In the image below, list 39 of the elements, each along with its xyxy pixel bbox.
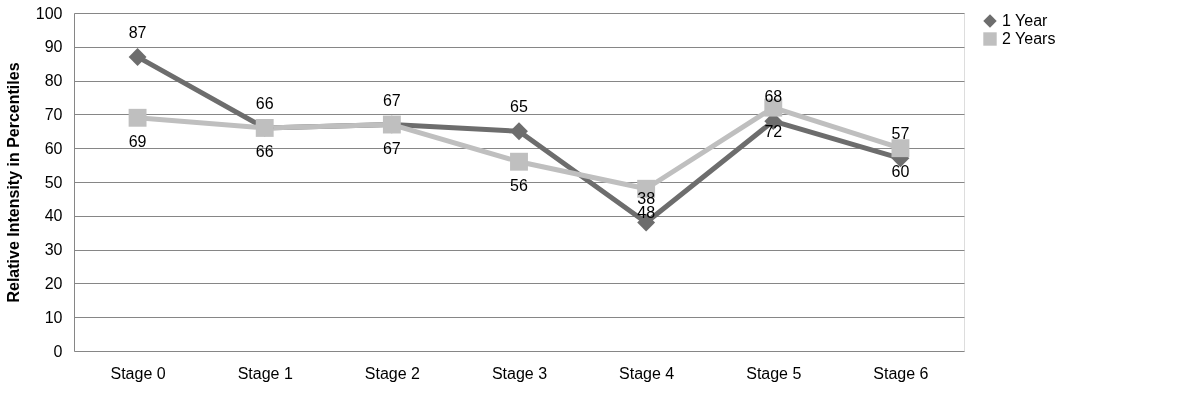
data-label: 56 bbox=[510, 176, 528, 194]
x-tick-label: Stage 3 bbox=[491, 364, 548, 382]
legend-label: 1 Year bbox=[1002, 12, 1049, 29]
y-tick-label: 100 bbox=[35, 4, 63, 22]
x-tick-label: Stage 6 bbox=[873, 364, 929, 382]
y-tick-label: 0 bbox=[53, 342, 63, 360]
data-label: 87 bbox=[128, 23, 147, 41]
y-tick-label: 10 bbox=[44, 308, 63, 326]
data-label: 38 bbox=[637, 189, 656, 207]
data-label: 66 bbox=[255, 142, 274, 160]
legend-label: 2 Years bbox=[1002, 30, 1056, 47]
y-tick-label: 30 bbox=[44, 241, 63, 259]
data-label: 67 bbox=[382, 139, 401, 157]
y-tick-label: 20 bbox=[44, 274, 63, 292]
data-label: 72 bbox=[764, 122, 783, 140]
x-tick-label: Stage 0 bbox=[110, 364, 166, 382]
y-tick-label: 90 bbox=[44, 38, 63, 56]
y-axis-title: Relative Intensity in Percentiles bbox=[4, 62, 22, 303]
data-label: 69 bbox=[128, 132, 147, 150]
y-tick-label: 50 bbox=[44, 173, 63, 191]
data-label: 67 bbox=[382, 91, 401, 109]
y-tick-label: 70 bbox=[44, 105, 63, 123]
point bbox=[510, 122, 528, 141]
y-tick-label: 40 bbox=[44, 207, 63, 225]
point bbox=[128, 48, 147, 66]
data-label: 57 bbox=[891, 125, 910, 143]
y-tick-label: 80 bbox=[44, 72, 63, 90]
data-label: 65 bbox=[510, 98, 528, 116]
point bbox=[510, 152, 528, 171]
data-label: 68 bbox=[764, 88, 783, 106]
point bbox=[891, 139, 910, 158]
x-tick-label: Stage 2 bbox=[364, 364, 421, 382]
data-label: 66 bbox=[255, 94, 274, 112]
data-label: 60 bbox=[891, 163, 910, 181]
y-tick-label: 60 bbox=[44, 139, 63, 157]
point bbox=[128, 108, 147, 127]
x-tick-label: Stage 1 bbox=[237, 364, 293, 382]
x-tick-label: Stage 4 bbox=[619, 364, 675, 382]
x-tick-label: Stage 5 bbox=[746, 364, 802, 382]
